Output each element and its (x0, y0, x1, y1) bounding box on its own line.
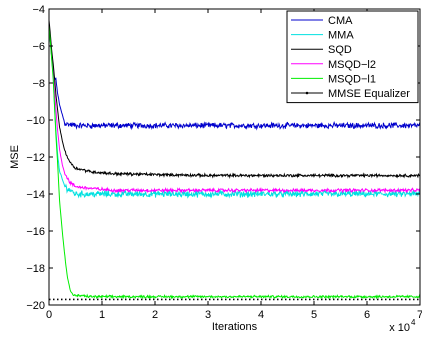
legend-marker-mmse-equalizer (305, 91, 309, 95)
series-line-sqd (48, 20, 421, 179)
legend-label-mmse-equalizer: MMSE Equalizer (328, 88, 410, 100)
x-multiplier-base: x 10 (389, 322, 410, 334)
y-tick-label: −14 (26, 189, 45, 201)
y-tick-label: −12 (26, 152, 45, 164)
y-axis-label: MSE (9, 145, 21, 169)
series-line-cma (48, 23, 421, 131)
x-tick-label: 4 (258, 309, 264, 321)
y-tick-label: −20 (26, 300, 45, 312)
x-tick-label: 3 (205, 309, 211, 321)
y-tick-label: −6 (32, 41, 45, 53)
x-axis-multiplier: x 10 4 (389, 318, 416, 334)
plot-lines (48, 20, 421, 301)
series-line-msqd-l2 (48, 23, 421, 194)
x-tick-label: 2 (152, 309, 158, 321)
legend-label-mma: MMA (328, 30, 354, 42)
x-tick-label: 1 (99, 309, 105, 321)
series-line-msqd-l1 (48, 25, 421, 300)
y-tick-label: −18 (26, 263, 45, 275)
x-tick-label: 0 (46, 309, 52, 321)
y-tick-label: −10 (26, 115, 45, 127)
x-multiplier-exponent: 4 (411, 318, 416, 327)
y-tick-label: −4 (32, 4, 45, 16)
x-tick-label: 5 (311, 309, 317, 321)
legend: CMA MMA SQD MSQD−l2 MSQD−l1 MMSE Equalizer (286, 10, 419, 104)
legend-label-msqd-l2: MSQD−l2 (328, 59, 376, 71)
y-tick-label: −16 (26, 226, 45, 238)
series-line-mma (48, 23, 421, 199)
x-tick-label: 6 (364, 309, 370, 321)
legend-label-msqd-l1: MSQD−l1 (328, 73, 376, 85)
x-axis-label: Iterations (212, 321, 258, 333)
legend-box (286, 10, 419, 104)
y-tick-label: −8 (32, 78, 45, 90)
legend-label-cma: CMA (328, 15, 353, 27)
legend-label-sqd: SQD (328, 44, 352, 56)
x-tick-label: 7 (417, 309, 422, 321)
